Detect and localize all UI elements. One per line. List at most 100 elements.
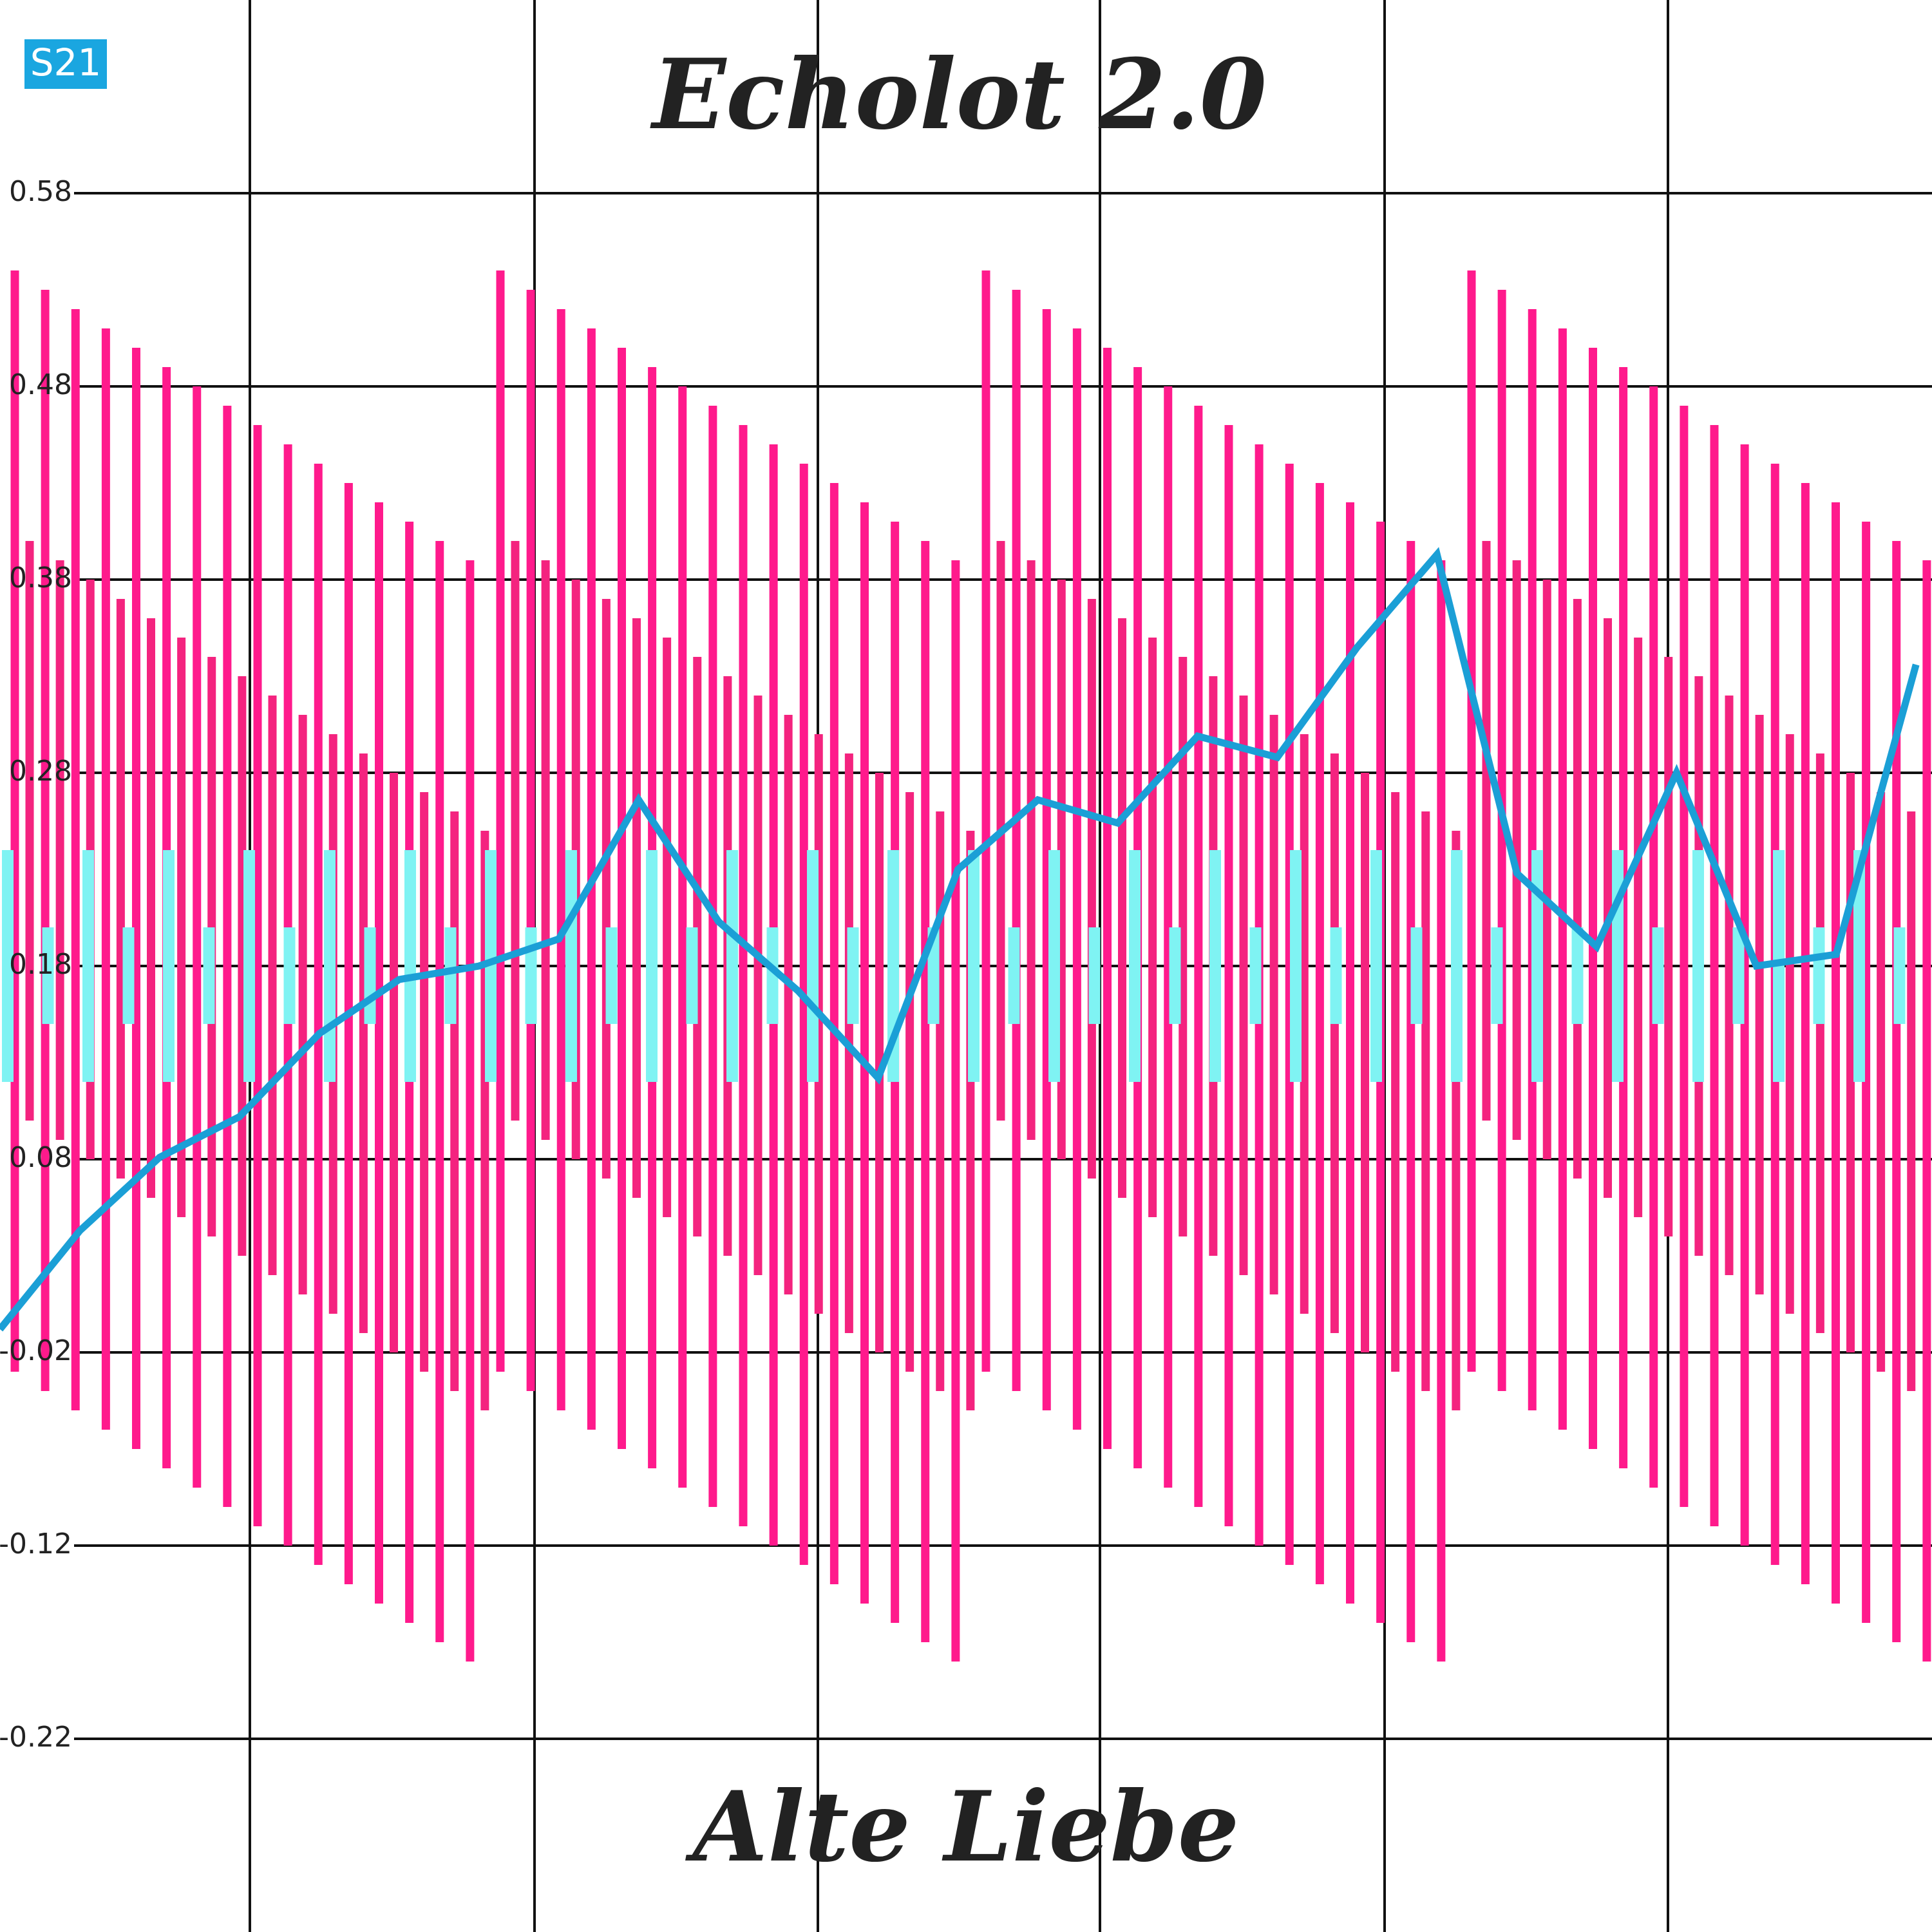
range-bar [177, 638, 186, 1217]
range-bar [799, 464, 808, 1565]
range-bar [2, 850, 14, 1082]
range-bar [1634, 638, 1643, 1217]
range-bar [203, 927, 215, 1024]
range-bar [344, 483, 353, 1584]
range-bar [1239, 696, 1248, 1275]
range-bar [1224, 425, 1233, 1526]
range-bar [784, 715, 793, 1294]
range-bar [1330, 753, 1339, 1333]
range-bar [1815, 753, 1824, 1333]
range-bar [927, 927, 940, 1024]
range-bar [1421, 811, 1430, 1391]
range-bar [253, 425, 262, 1526]
range-bar [1169, 927, 1181, 1024]
range-bar [359, 753, 368, 1333]
range-bar [1410, 927, 1423, 1024]
range-bar [496, 270, 505, 1372]
range-bar [605, 927, 618, 1024]
y-tick-label: 0.38 [9, 562, 72, 594]
range-bar [390, 773, 398, 1352]
range-bar [1118, 618, 1126, 1198]
badge-box [24, 39, 107, 89]
range-bar [766, 927, 779, 1024]
range-bar [1103, 348, 1112, 1449]
range-bar [1315, 483, 1324, 1584]
range-bar [466, 560, 475, 1662]
range-bar [1497, 290, 1506, 1391]
range-bar [565, 850, 577, 1082]
range-bar [404, 850, 416, 1082]
range-bar [1853, 850, 1865, 1082]
y-tick-label: -0.02 [0, 1334, 72, 1367]
range-bar [435, 541, 444, 1642]
range-bar [646, 850, 658, 1082]
range-bar [25, 541, 34, 1121]
range-bar [1164, 386, 1173, 1488]
range-bar [1406, 541, 1416, 1642]
range-bar [82, 850, 94, 1082]
range-bar [875, 773, 884, 1352]
range-bar [444, 927, 457, 1024]
range-bar [556, 309, 565, 1410]
range-bar [921, 541, 930, 1642]
y-tick-label: -0.12 [0, 1528, 72, 1560]
range-bar [686, 927, 698, 1024]
range-bar [511, 541, 520, 1121]
range-bar [526, 290, 535, 1391]
range-bar [122, 927, 135, 1024]
tick-labels: 0.58 0.48 0.38 0.28 0.18 0.08 -0.02 -0.12 -0.22 [0, 175, 72, 1754]
range-bar [1129, 850, 1141, 1082]
range-bar [981, 270, 990, 1372]
range-bar [663, 638, 672, 1217]
range-bar [1755, 715, 1764, 1294]
range-bar [1269, 715, 1278, 1294]
range-bar [1008, 927, 1020, 1024]
range-bar [1813, 927, 1825, 1024]
marks [0, 270, 1931, 1662]
range-bar [1531, 850, 1543, 1082]
range-bar [1148, 638, 1157, 1217]
range-bar [1482, 541, 1491, 1121]
range-bar [10, 270, 19, 1372]
range-bar [1391, 792, 1400, 1372]
range-bar [1467, 270, 1476, 1372]
range-bar [1832, 502, 1840, 1604]
range-bar [1361, 773, 1369, 1352]
range-bar [324, 850, 336, 1082]
range-bar [678, 386, 687, 1488]
range-bar [1785, 734, 1794, 1314]
range-bar [375, 502, 383, 1604]
range-bar [1042, 309, 1051, 1410]
range-bar [525, 927, 537, 1024]
range-bar [860, 502, 869, 1604]
range-bar [753, 696, 762, 1275]
range-bar [55, 560, 64, 1140]
range-bar [1249, 927, 1262, 1024]
range-bar [739, 425, 748, 1526]
y-tick-label: 0.28 [9, 755, 72, 788]
range-bar [1862, 522, 1871, 1623]
y-tick-label: 0.48 [9, 368, 72, 401]
range-bar [268, 696, 277, 1275]
range-bar [1512, 560, 1521, 1140]
range-bar [1573, 599, 1582, 1179]
range-bar [42, 927, 54, 1024]
range-bar [1877, 792, 1886, 1372]
range-bar [1027, 560, 1036, 1140]
range-bar [1194, 406, 1203, 1507]
range-bar [1907, 811, 1916, 1391]
range-bar [951, 560, 960, 1662]
range-bar [1370, 850, 1382, 1082]
range-bar [1290, 850, 1302, 1082]
range-bar [1664, 657, 1673, 1236]
range-bar [1330, 927, 1342, 1024]
chart-title: Echolot 2.0 [650, 38, 1267, 151]
range-bar [283, 927, 296, 1024]
range-bar [601, 599, 611, 1179]
range-bar [708, 406, 717, 1507]
range-bar [1346, 502, 1354, 1604]
range-bar [116, 599, 125, 1179]
range-bar [1179, 657, 1188, 1236]
range-bar [618, 348, 626, 1449]
range-bar [1087, 599, 1096, 1179]
